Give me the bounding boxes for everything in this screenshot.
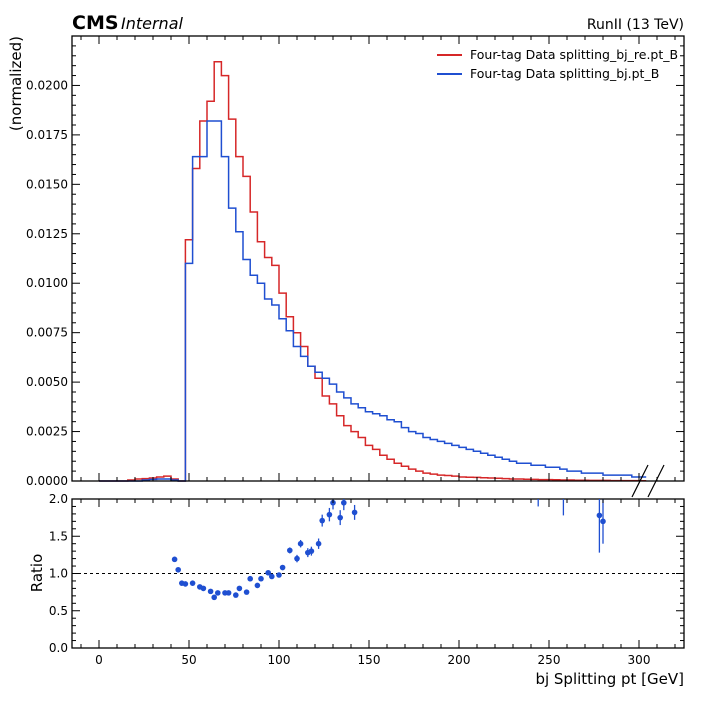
top-frame [71, 35, 685, 482]
bottom-xtick-label: 300 [628, 653, 651, 667]
bottom-xtick-label: 250 [538, 653, 561, 667]
ratio-point [279, 564, 286, 571]
top-ytick-label: 0.0200 [26, 78, 68, 92]
ratio-point [207, 588, 214, 595]
ratio-point [200, 585, 207, 592]
top-ytick-label: 0.0125 [26, 227, 68, 241]
ratio-point [351, 509, 358, 516]
legend-label: Four-tag Data splitting_bj.pt_B [470, 66, 659, 81]
bottom-xticks: 0 50 100 150 200 250 300 [80, 499, 676, 667]
bottom-ytick-label: 1.5 [49, 529, 68, 543]
legend: Four-tag Data splitting_bj_re.pt_B Four-t… [437, 47, 678, 81]
ratio-point [319, 517, 326, 524]
ratio-point [294, 555, 300, 562]
ratio-point [600, 518, 606, 525]
bottom-ytick-label: 1.0 [49, 567, 68, 581]
ratio-point [225, 590, 232, 596]
ratio-point [215, 590, 221, 596]
legend-label: Four-tag Data splitting_bj_re.pt_B [470, 47, 678, 62]
top-ytick-label: 0.0150 [26, 177, 68, 191]
series-line-1 [99, 120, 647, 482]
top-ytick-label: 0.0050 [26, 375, 68, 389]
ratio-point [175, 566, 181, 573]
top-panel: 0.0000 0.0025 0.0050 0.0075 0.0100 0.0125 0.01… [7, 35, 685, 498]
ratio-point [236, 585, 243, 592]
bottom-xtick-label: 50 [181, 653, 196, 667]
top-series-group [99, 60, 647, 482]
ratio-point [189, 580, 196, 586]
bottom-panel: 0.0 0.5 1.0 1.5 2.0 0 50 100 150 200 250 300 Ratio… [28, 492, 685, 688]
ratio-point [265, 569, 272, 576]
top-y-axis-title: (normalized) [7, 36, 25, 131]
bottom-ytick-label: 0.5 [49, 604, 68, 618]
ratio-point [258, 575, 264, 582]
bottom-xtick-label: 200 [448, 653, 471, 667]
ratio-point [254, 582, 261, 589]
x-axis-title: bj Splitting pt [GeV] [535, 670, 684, 688]
ratio-point [308, 548, 315, 554]
ratio-point [341, 499, 347, 506]
bottom-xtick-label: 150 [358, 653, 381, 667]
top-xticks [80, 36, 676, 481]
ratio-points-group [171, 499, 606, 601]
bottom-xtick-label: 100 [268, 653, 291, 667]
axis-break-marks [631, 464, 665, 498]
bottom-ytick-label: 0.0 [49, 641, 68, 655]
ratio-point [211, 594, 217, 601]
internal-label: Internal [121, 14, 184, 33]
ratio-point [182, 581, 189, 587]
top-yticks: 0.0000 0.0025 0.0050 0.0075 0.0100 0.0125 0.01… [26, 45, 684, 488]
ratio-point [233, 592, 239, 598]
bottom-yticks: 0.0 0.5 1.0 1.5 2.0 [49, 492, 684, 655]
top-ytick-label: 0.0100 [26, 276, 68, 290]
run-label: RunII (13 TeV) [587, 17, 684, 33]
ratio-point [297, 540, 304, 547]
cms-label: CMS [72, 12, 119, 34]
ratio-point [276, 572, 282, 578]
series-line-0 [99, 60, 647, 482]
ratio-point [247, 575, 253, 582]
ratio-point [337, 514, 344, 521]
ratio-point [326, 511, 333, 518]
ratio-point [269, 573, 275, 580]
top-ytick-label: 0.0175 [26, 128, 68, 142]
ratio-point [596, 512, 603, 519]
bottom-ytick-label: 2.0 [49, 492, 68, 506]
bottom-xtick-label: 0 [95, 653, 103, 667]
top-ytick-label: 0.0000 [26, 474, 68, 488]
ratio-point [315, 540, 322, 547]
top-ytick-label: 0.0075 [26, 326, 68, 340]
top-ytick-label: 0.0025 [26, 425, 68, 439]
bottom-y-axis-title: Ratio [28, 554, 46, 593]
ratio-point [171, 556, 178, 563]
ratio-point [287, 547, 293, 554]
ratio-point [243, 589, 250, 595]
